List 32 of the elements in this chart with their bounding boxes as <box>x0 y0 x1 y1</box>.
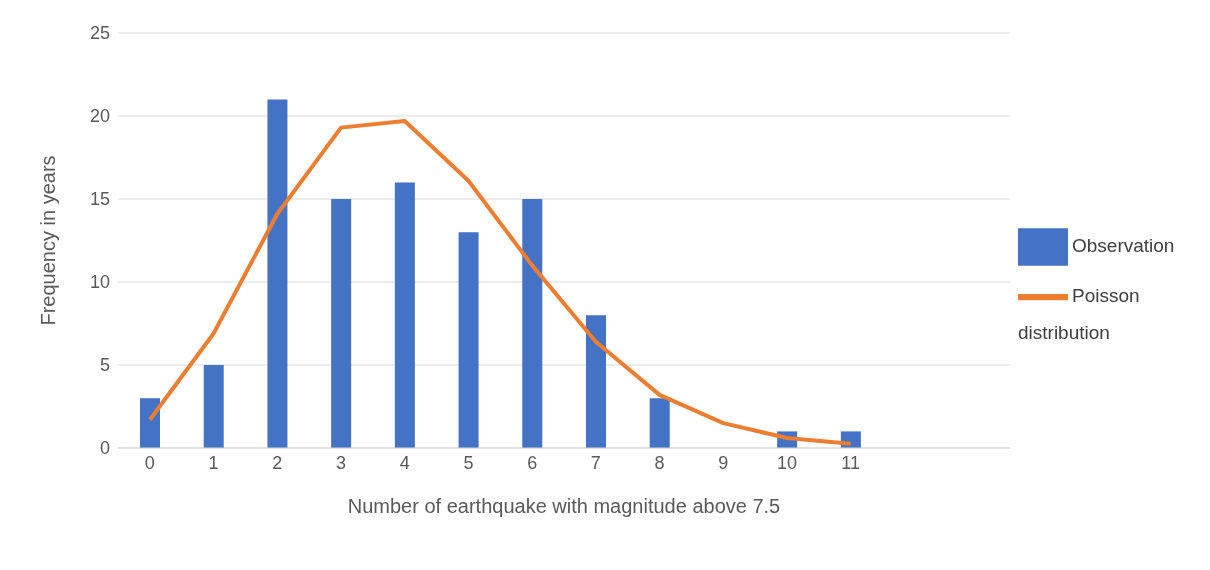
legend-label: Poisson distribution <box>1018 285 1140 343</box>
x-tick-label: 6 <box>527 452 538 473</box>
x-tick-label: 9 <box>718 452 729 473</box>
bar <box>267 99 288 448</box>
bar <box>458 232 479 448</box>
bar <box>522 199 543 448</box>
x-tick-label: 10 <box>776 452 798 473</box>
x-tick-label: 3 <box>335 452 347 473</box>
y-tick-label: 15 <box>89 189 110 210</box>
x-tick-label: 7 <box>590 452 601 473</box>
x-tick-label: 4 <box>399 452 410 473</box>
legend-label: Observation <box>1072 235 1175 257</box>
y-tick-label: 0 <box>99 438 110 459</box>
x-tick-label: 0 <box>144 452 155 473</box>
y-tick-label: 20 <box>89 106 110 127</box>
y-tick-label: 5 <box>99 355 110 376</box>
y-axis-title: Frequency in years <box>37 155 60 326</box>
bar <box>140 398 160 448</box>
bar <box>394 182 415 448</box>
y-tick-label: 25 <box>89 23 110 44</box>
x-tick-label: 2 <box>272 452 283 473</box>
x-tick-label: 1 <box>208 452 219 473</box>
bar <box>586 315 606 448</box>
x-axis-title: Number of earthquake with magnitude above 7.5 <box>347 495 781 517</box>
bar <box>649 398 670 448</box>
x-tick-label: 11 <box>841 452 861 473</box>
line-series <box>147 118 853 446</box>
x-tick-label: 8 <box>654 452 665 473</box>
x-tick-label: 5 <box>463 452 474 473</box>
bar <box>203 365 224 448</box>
bar <box>331 199 352 448</box>
y-tick-label: 10 <box>89 272 110 293</box>
